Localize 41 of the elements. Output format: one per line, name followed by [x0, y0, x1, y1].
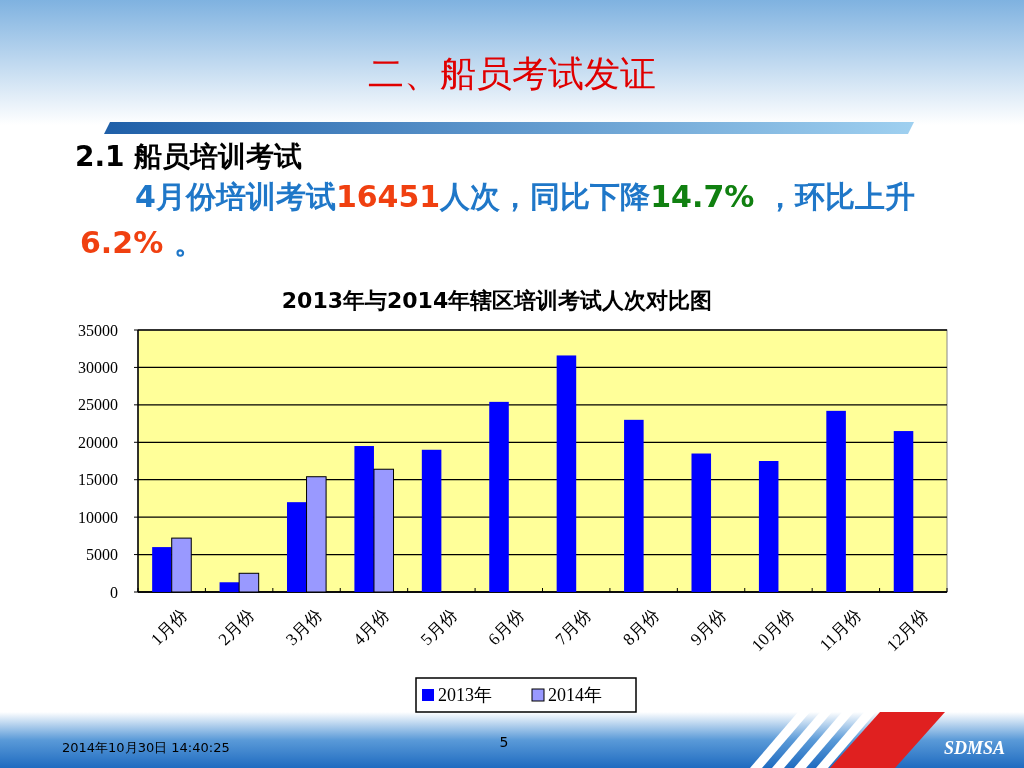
text: 二、船员考试发证 [368, 53, 656, 94]
y-tick-label: 30000 [78, 359, 118, 377]
bar [354, 446, 374, 592]
y-tick-label: 0 [110, 583, 118, 601]
bar [152, 547, 172, 592]
bar [758, 461, 779, 592]
text: 4月份培训考试16451人次，同比下降14.7% ，环比上升6.2% 。 [80, 179, 915, 260]
chart-title: 2013年与2014年辖区培训考试人次对比图 [281, 288, 713, 313]
y-tick-label: 15000 [78, 471, 118, 489]
bar [489, 401, 509, 592]
x-tick-label: 5月份 [416, 605, 461, 650]
y-tick-label: 10000 [78, 508, 118, 526]
legend-label: 2014年 [548, 685, 602, 706]
bar [826, 410, 846, 592]
text: SDMSA [943, 738, 1005, 758]
bar [219, 582, 240, 592]
y-tick-label: 35000 [78, 321, 118, 339]
x-tick-label: 1月份 [147, 605, 191, 650]
bar [421, 449, 442, 592]
x-tick-label: 10月份 [748, 605, 798, 656]
bar [691, 453, 712, 592]
x-tick-label: 3月份 [282, 605, 326, 650]
bar [624, 419, 644, 592]
text: 2.1 船员培训考试 [75, 140, 303, 173]
text: 5 [499, 734, 509, 750]
y-tick-label: 5000 [86, 546, 118, 564]
x-tick-label: 7月份 [551, 605, 596, 650]
bar [556, 355, 577, 592]
bar [893, 431, 914, 592]
x-tick-label: 12月份 [882, 605, 933, 656]
legend-label: 2013年 [438, 685, 492, 706]
x-tick-label: 6月份 [484, 605, 528, 650]
text: 2014年10月30日 14:40:25 [62, 740, 230, 755]
x-tick-label: 4月份 [349, 605, 393, 650]
y-tick-label: 20000 [78, 433, 118, 451]
bar [286, 502, 307, 592]
x-tick-label: 11月份 [815, 605, 865, 655]
x-tick-label: 9月份 [686, 605, 731, 650]
x-tick-label: 2月份 [214, 605, 259, 650]
y-tick-label: 25000 [78, 396, 118, 414]
x-tick-label: 8月份 [619, 605, 663, 650]
